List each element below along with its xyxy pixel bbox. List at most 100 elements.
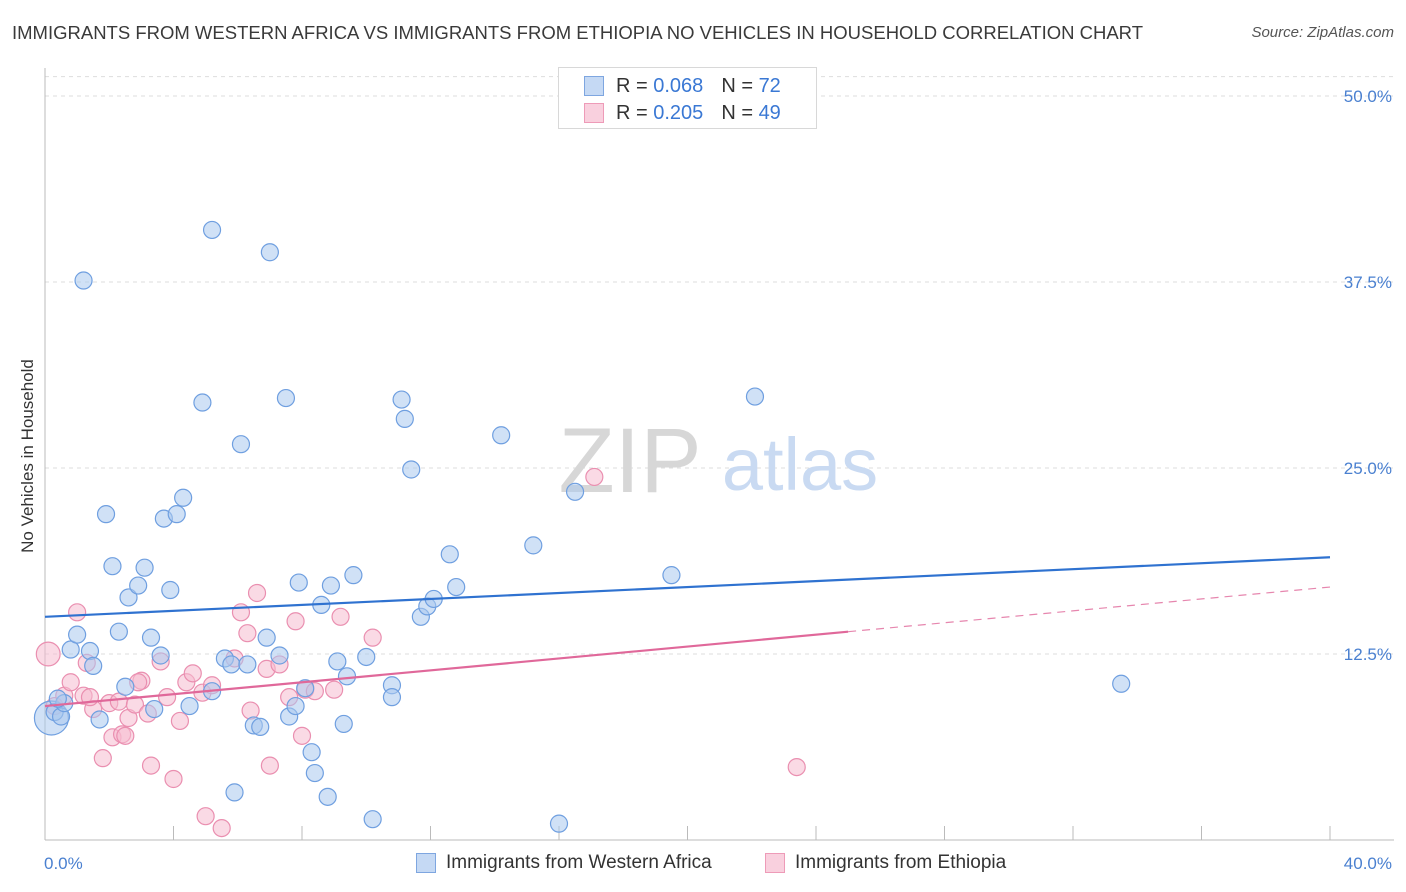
- data-point-western-africa: [318, 787, 337, 806]
- data-point-western-africa: [74, 271, 93, 290]
- tick-labels: 12.5% 25.0% 37.5% 50.0% 0.0% 40.0%: [44, 87, 1392, 873]
- watermark: ZIP atlas: [558, 410, 878, 512]
- data-point-western-africa: [222, 655, 241, 674]
- data-point-ethiopia: [157, 688, 177, 707]
- y-tick-label: 37.5%: [1344, 273, 1392, 292]
- data-point-western-africa: [1112, 674, 1131, 693]
- data-point-western-africa: [662, 566, 681, 585]
- trend-line-ethiopia: [44, 630, 849, 708]
- data-point-western-africa: [276, 388, 296, 408]
- data-point-western-africa: [109, 622, 128, 641]
- data-point-western-africa: [238, 655, 257, 674]
- data-point-ethiopia: [141, 756, 161, 775]
- data-point-western-africa: [357, 647, 376, 667]
- legend-n-value: 72: [758, 74, 781, 97]
- legend-r-label: R =: [616, 74, 648, 97]
- data-point-western-africa: [337, 667, 357, 686]
- data-point-ethiopia: [331, 607, 350, 626]
- data-point-ethiopia: [585, 467, 604, 487]
- data-point-ethiopia: [116, 726, 135, 745]
- data-point-ethiopia: [363, 628, 382, 647]
- x-tick-label: 40.0%: [1344, 854, 1392, 873]
- data-point-western-africa: [549, 814, 569, 833]
- data-point-ethiopia: [286, 612, 305, 631]
- data-point-western-africa: [80, 641, 100, 661]
- data-point-western-africa: [119, 588, 138, 607]
- watermark-atlas: atlas: [722, 423, 878, 506]
- legend-row-western-africa: R = 0.068 N = 72: [584, 74, 781, 98]
- data-point-ethiopia: [125, 695, 145, 714]
- data-point-ethiopia: [35, 641, 61, 667]
- bottom-legend-swatch-blue: [416, 853, 436, 873]
- data-point-ethiopia: [164, 769, 183, 789]
- data-point-western-africa: [334, 714, 353, 734]
- data-point-western-africa: [402, 460, 421, 479]
- bottom-legend-label: Immigrants from Ethiopia: [795, 852, 1007, 873]
- y-tick-label: 12.5%: [1344, 645, 1392, 664]
- data-point-western-africa: [151, 646, 170, 665]
- series-ethiopia: [35, 467, 806, 838]
- data-point-western-africa: [174, 488, 193, 507]
- data-point-western-africa: [145, 699, 164, 719]
- data-point-ethiopia: [196, 807, 215, 826]
- data-point-western-africa: [257, 628, 276, 647]
- data-point-western-africa: [289, 573, 308, 592]
- legend-r-value: 0.068: [653, 74, 704, 97]
- legend-n-value: 49: [758, 101, 781, 124]
- data-point-western-africa: [193, 393, 212, 412]
- data-point-ethiopia: [260, 756, 279, 775]
- data-point-western-africa: [363, 810, 382, 829]
- bottom-legend-swatch-pink: [765, 853, 785, 873]
- data-point-western-africa: [96, 505, 116, 524]
- data-point-western-africa: [135, 558, 154, 577]
- trend-line-western-africa: [44, 556, 1331, 618]
- data-point-ethiopia: [68, 603, 87, 622]
- legend-row-ethiopia: R = 0.205 N = 49: [584, 101, 781, 125]
- data-point-western-africa: [395, 409, 414, 428]
- data-point-ethiopia: [93, 749, 112, 768]
- data-point-western-africa: [84, 656, 103, 676]
- data-point-western-africa: [382, 688, 402, 707]
- chart-title: IMMIGRANTS FROM WESTERN AFRICA VS IMMIGR…: [12, 22, 1144, 43]
- data-point-western-africa: [392, 390, 411, 409]
- legend-r-label: R =: [616, 101, 648, 124]
- data-point-western-africa: [103, 557, 122, 576]
- data-point-western-africa: [225, 783, 244, 802]
- data-point-western-africa: [251, 717, 270, 737]
- bottom-legend-label: Immigrants from Western Africa: [446, 852, 712, 873]
- data-point-western-africa: [321, 576, 341, 595]
- data-point-ethiopia: [787, 757, 806, 777]
- data-point-western-africa: [524, 536, 543, 555]
- data-point-western-africa: [167, 505, 186, 524]
- data-point-western-africa: [296, 679, 315, 698]
- trend-lines: [44, 556, 1331, 708]
- data-point-western-africa: [305, 763, 324, 783]
- data-point-ethiopia: [238, 624, 257, 643]
- data-point-ethiopia: [183, 664, 202, 683]
- source-label: Source: ZipAtlas.com: [1251, 24, 1394, 41]
- data-point-ethiopia: [247, 583, 267, 603]
- data-point-western-africa: [270, 646, 289, 665]
- x-tick-label: 0.0%: [44, 854, 83, 873]
- trend-line-ethiopia-extrapolated: [848, 586, 1331, 633]
- data-point-western-africa: [328, 652, 347, 671]
- gridlines: [45, 76, 1394, 655]
- bottom-legend-ethiopia: Immigrants from Ethiopia: [765, 852, 1006, 874]
- data-point-ethiopia: [170, 711, 190, 731]
- data-point-western-africa: [180, 696, 199, 716]
- data-point-western-africa: [116, 677, 135, 696]
- data-point-ethiopia: [212, 818, 231, 838]
- legend-n-label: N =: [721, 101, 753, 124]
- data-point-western-africa: [48, 689, 67, 708]
- legend-swatch-pink: [584, 103, 604, 123]
- data-point-ethiopia: [241, 701, 260, 720]
- data-point-western-africa: [492, 426, 511, 445]
- data-point-western-africa: [231, 435, 251, 454]
- y-tick-label: 25.0%: [1344, 459, 1392, 478]
- data-point-western-africa: [141, 628, 161, 647]
- data-point-western-africa: [129, 576, 148, 595]
- data-point-western-africa: [286, 696, 305, 716]
- data-point-western-africa: [440, 545, 459, 564]
- data-point-western-africa: [344, 566, 363, 585]
